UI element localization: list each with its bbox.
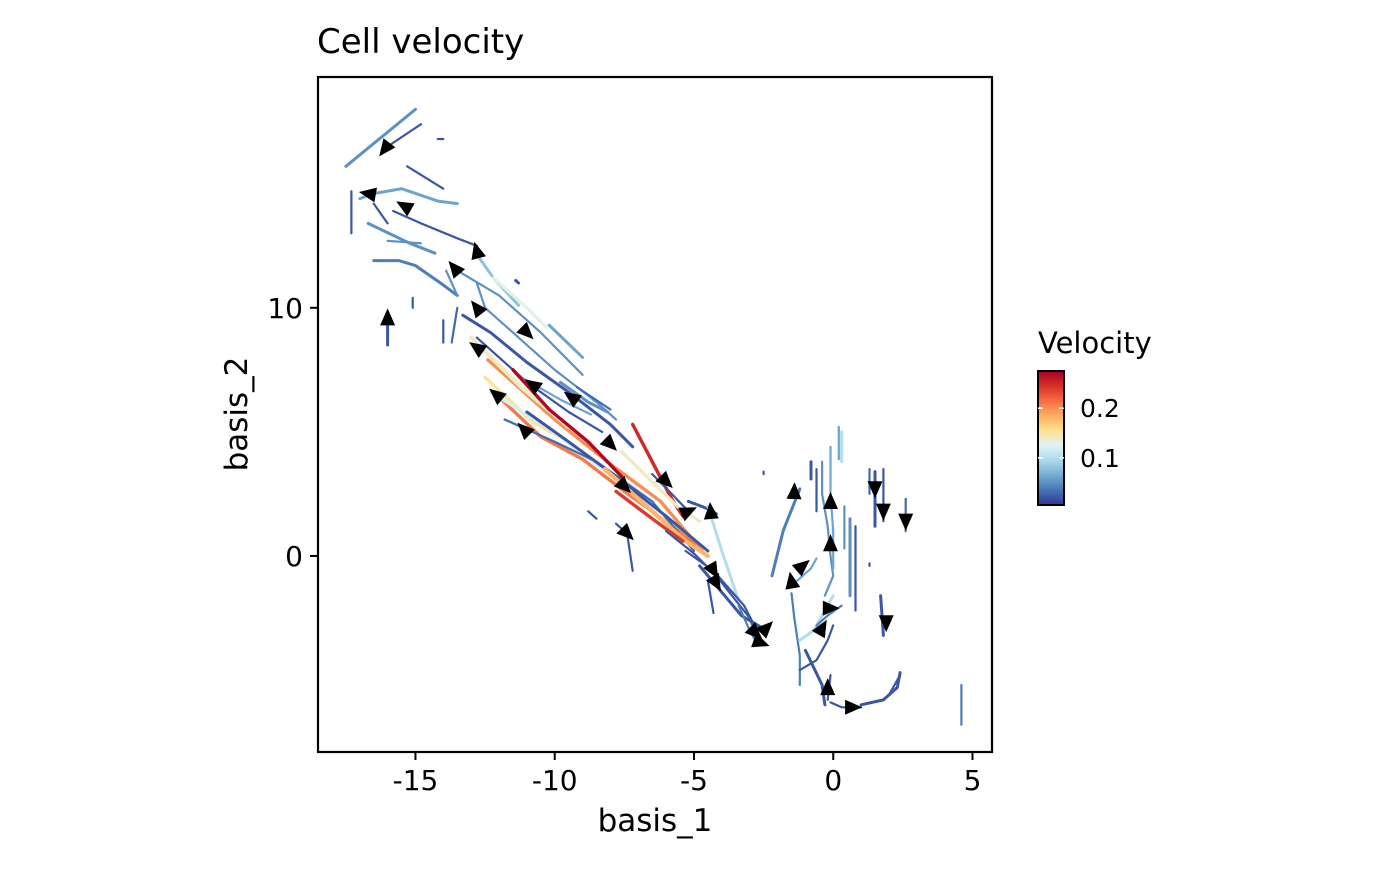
velocity-arrowhead <box>898 513 914 531</box>
streamline <box>456 269 584 376</box>
x-tick-label: -15 <box>393 764 439 797</box>
x-tick-label: -10 <box>532 764 578 797</box>
streamline <box>392 209 478 247</box>
velocity-arrowhead <box>613 475 631 494</box>
velocity-arrowhead <box>471 300 488 319</box>
legend-tick-label: 0.2 <box>1080 394 1120 423</box>
velocity-arrowhead <box>396 201 415 217</box>
y-tick-label: 10 <box>267 292 303 325</box>
streamlines-layer <box>344 107 963 726</box>
velocity-arrowhead <box>878 615 894 633</box>
velocity-arrowhead <box>811 619 827 639</box>
streamline <box>614 489 685 543</box>
y-axis: 0 10 <box>267 292 318 573</box>
velocity-arrowhead <box>820 678 836 696</box>
streamline <box>475 281 618 421</box>
x-axis: -15 -10 -5 0 5 <box>393 752 982 797</box>
x-tick-label: 0 <box>824 764 842 797</box>
streamline <box>372 202 389 225</box>
streamline <box>770 487 802 578</box>
streamline <box>798 624 835 672</box>
velocity-arrowhead <box>875 503 891 521</box>
streamline <box>386 239 423 245</box>
y-axis-label: basis_2 <box>219 357 255 472</box>
plot-border <box>316 75 994 754</box>
plot-panel <box>318 77 992 752</box>
legend-title: Velocity <box>1038 326 1152 360</box>
streamline <box>698 564 768 632</box>
streamline <box>514 279 520 285</box>
streamline <box>706 504 741 603</box>
streamline <box>406 165 445 190</box>
velocity-arrowhead <box>516 321 534 340</box>
legend-ticks: 0.1 0.2 <box>1038 394 1120 473</box>
streamline <box>587 510 598 520</box>
velocity-arrowhead <box>469 342 488 358</box>
velocity-arrowhead <box>448 260 466 279</box>
y-tick-label: 0 <box>285 540 303 573</box>
velocity-arrowhead <box>358 187 377 203</box>
x-tick-label: -5 <box>680 764 708 797</box>
velocity-arrowhead <box>563 391 582 408</box>
streamline <box>798 594 835 642</box>
velocity-arrowhead <box>380 308 396 326</box>
streamline <box>803 648 827 707</box>
velocity-arrowhead <box>616 522 634 541</box>
streamline <box>575 386 612 411</box>
velocity-arrowhead <box>678 507 697 522</box>
velocity-arrowhead <box>379 138 396 157</box>
velocity-arrowhead <box>703 502 719 520</box>
velocity-arrowhead <box>786 482 802 500</box>
streamline <box>386 123 423 148</box>
streamline <box>706 579 715 615</box>
streamline <box>372 259 459 297</box>
x-tick-label: 5 <box>964 764 982 797</box>
velocity-arrowhead <box>599 433 617 451</box>
velocity-arrowhead <box>524 379 543 396</box>
streamline <box>475 336 604 433</box>
arrowheads-layer <box>358 138 914 715</box>
streamline <box>491 276 549 330</box>
streamline <box>795 557 818 582</box>
velocity-arrowhead <box>751 633 770 648</box>
legend-tick-label: 0.1 <box>1080 444 1120 473</box>
legend-colorbar <box>1037 370 1065 506</box>
x-axis-label: basis_1 <box>598 803 713 839</box>
velocity-arrowhead <box>517 422 535 441</box>
legend: Velocity 0.1 0.2 <box>1037 326 1152 506</box>
velocity-arrowhead <box>845 699 863 715</box>
streamline <box>461 313 635 449</box>
velocity-arrowhead <box>755 621 773 639</box>
streamline <box>887 674 902 696</box>
velocity-arrowhead <box>823 492 838 509</box>
velocity-arrowhead <box>471 241 486 260</box>
streamline <box>558 380 610 414</box>
streamline <box>547 323 585 359</box>
velocity-arrowhead <box>655 470 673 489</box>
velocity-arrowhead <box>489 388 507 406</box>
streamline <box>344 107 417 168</box>
velocity-arrowhead <box>706 572 721 592</box>
streamline <box>450 306 459 344</box>
velocity-arrowhead <box>867 481 883 499</box>
chart-title: Cell velocity <box>317 22 524 62</box>
velocity-arrowhead <box>785 571 801 590</box>
velocity-arrowhead <box>822 600 840 616</box>
streamline <box>445 269 459 297</box>
velocity-arrowhead <box>823 534 838 552</box>
velocity-arrowhead <box>791 559 810 577</box>
velocity-arrowhead <box>703 560 719 579</box>
